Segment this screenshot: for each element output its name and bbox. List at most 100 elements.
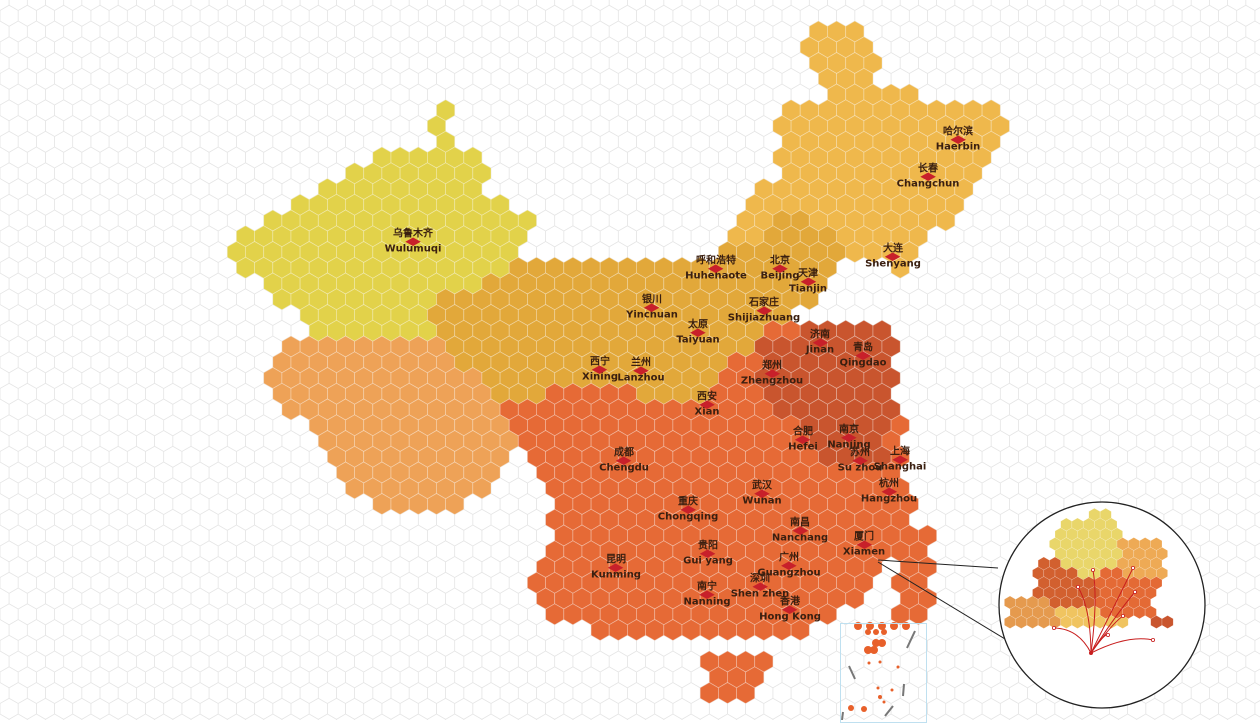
grid-hex bbox=[936, 0, 956, 11]
grid-hex bbox=[436, 697, 456, 720]
grid-hex bbox=[1063, 713, 1083, 720]
grid-hex bbox=[72, 540, 92, 563]
grid-hex bbox=[1027, 430, 1047, 452]
grid-hex bbox=[608, 650, 628, 673]
grid-hex bbox=[81, 209, 101, 232]
grid-hex bbox=[545, 225, 565, 248]
grid-hex bbox=[972, 20, 992, 43]
grid-hex bbox=[499, 52, 519, 74]
grid-hex bbox=[1209, 430, 1228, 452]
grid-hex bbox=[272, 634, 292, 657]
grid-hex bbox=[1045, 430, 1065, 452]
grid-hex bbox=[554, 83, 574, 106]
grid-hex bbox=[163, 130, 183, 153]
grid-hex bbox=[154, 556, 174, 578]
grid-hex bbox=[99, 619, 119, 641]
grid-hex bbox=[199, 193, 219, 216]
grid-hex bbox=[954, 52, 974, 74]
grid-hex bbox=[136, 524, 155, 547]
grid-hex bbox=[145, 288, 165, 311]
grid-hex bbox=[236, 540, 255, 563]
grid-hex bbox=[1118, 178, 1138, 200]
grid-hex bbox=[927, 697, 947, 720]
grid-hex bbox=[1027, 0, 1047, 11]
grid-hex bbox=[172, 83, 192, 106]
grid-hex bbox=[126, 162, 146, 185]
grid-hex bbox=[1036, 162, 1056, 185]
west-region-hex bbox=[445, 493, 465, 515]
grid-hex bbox=[981, 508, 1001, 531]
grid-hex bbox=[490, 603, 510, 626]
grid-hex bbox=[372, 556, 392, 578]
grid-hex bbox=[981, 67, 1001, 90]
grid-hex bbox=[272, 99, 292, 122]
grid-hex bbox=[8, 178, 28, 200]
grid-hex bbox=[63, 20, 83, 43]
grid-hex bbox=[108, 477, 128, 500]
grid-hex bbox=[1227, 493, 1247, 515]
grid-hex bbox=[1072, 445, 1092, 468]
grid-hex bbox=[808, 682, 828, 704]
grid-hex bbox=[1027, 83, 1047, 106]
grid-hex bbox=[781, 666, 801, 689]
grid-hex bbox=[217, 540, 237, 563]
grid-hex bbox=[63, 713, 83, 720]
grid-hex bbox=[190, 713, 210, 720]
grid-hex bbox=[1063, 115, 1083, 137]
grid-hex bbox=[863, 272, 883, 295]
grid-hex bbox=[90, 697, 110, 720]
grid-hex bbox=[918, 52, 937, 74]
grid-hex bbox=[718, 115, 737, 137]
city-name-zh: 上海 bbox=[890, 446, 910, 458]
grid-hex bbox=[108, 4, 128, 27]
grid-hex bbox=[399, 697, 419, 720]
grid-hex bbox=[881, 20, 901, 43]
grid-hex bbox=[272, 4, 292, 27]
grid-hex bbox=[126, 36, 146, 59]
grid-hex bbox=[645, 713, 665, 720]
grid-hex bbox=[0, 524, 10, 547]
grid-hex bbox=[454, 697, 474, 720]
grid-hex bbox=[117, 619, 137, 641]
grid-hex bbox=[245, 713, 265, 720]
grid-hex bbox=[281, 650, 301, 673]
grid-hex bbox=[1027, 335, 1047, 358]
grid-hex bbox=[1136, 20, 1156, 43]
grid-hex bbox=[1199, 4, 1219, 27]
grid-hex bbox=[572, 682, 592, 704]
grid-hex bbox=[381, 634, 401, 657]
grid-hex bbox=[99, 524, 119, 547]
grid-hex bbox=[381, 603, 401, 626]
grid-hex bbox=[81, 682, 101, 704]
grid-hex bbox=[499, 682, 519, 704]
grid-hex bbox=[1245, 619, 1260, 641]
grid-hex bbox=[217, 477, 237, 500]
grid-hex bbox=[1199, 697, 1219, 720]
grid-hex bbox=[990, 20, 1010, 43]
grid-hex bbox=[1127, 130, 1147, 153]
grid-hex bbox=[754, 20, 774, 43]
grid-hex bbox=[190, 0, 210, 11]
grid-hex bbox=[336, 587, 355, 610]
grid-hex bbox=[8, 115, 28, 137]
grid-hex bbox=[54, 225, 74, 248]
grid-hex bbox=[1245, 272, 1260, 295]
grid-hex bbox=[1018, 225, 1037, 248]
grid-hex bbox=[26, 524, 46, 547]
grid-hex bbox=[1090, 477, 1110, 500]
grid-hex bbox=[1190, 682, 1210, 704]
grid-hex bbox=[99, 713, 119, 720]
grid-hex bbox=[327, 571, 346, 594]
grid-hex bbox=[718, 713, 737, 720]
grid-hex bbox=[0, 162, 19, 185]
grid-hex bbox=[172, 178, 192, 200]
grid-hex bbox=[436, 603, 456, 626]
grid-hex bbox=[126, 130, 146, 153]
grid-hex bbox=[299, 83, 319, 106]
grid-hex bbox=[1227, 335, 1247, 358]
grid-hex bbox=[445, 619, 465, 641]
grid-hex bbox=[181, 445, 201, 468]
grid-hex bbox=[1081, 241, 1101, 263]
grid-hex bbox=[690, 162, 710, 185]
grid-hex bbox=[417, 4, 437, 27]
